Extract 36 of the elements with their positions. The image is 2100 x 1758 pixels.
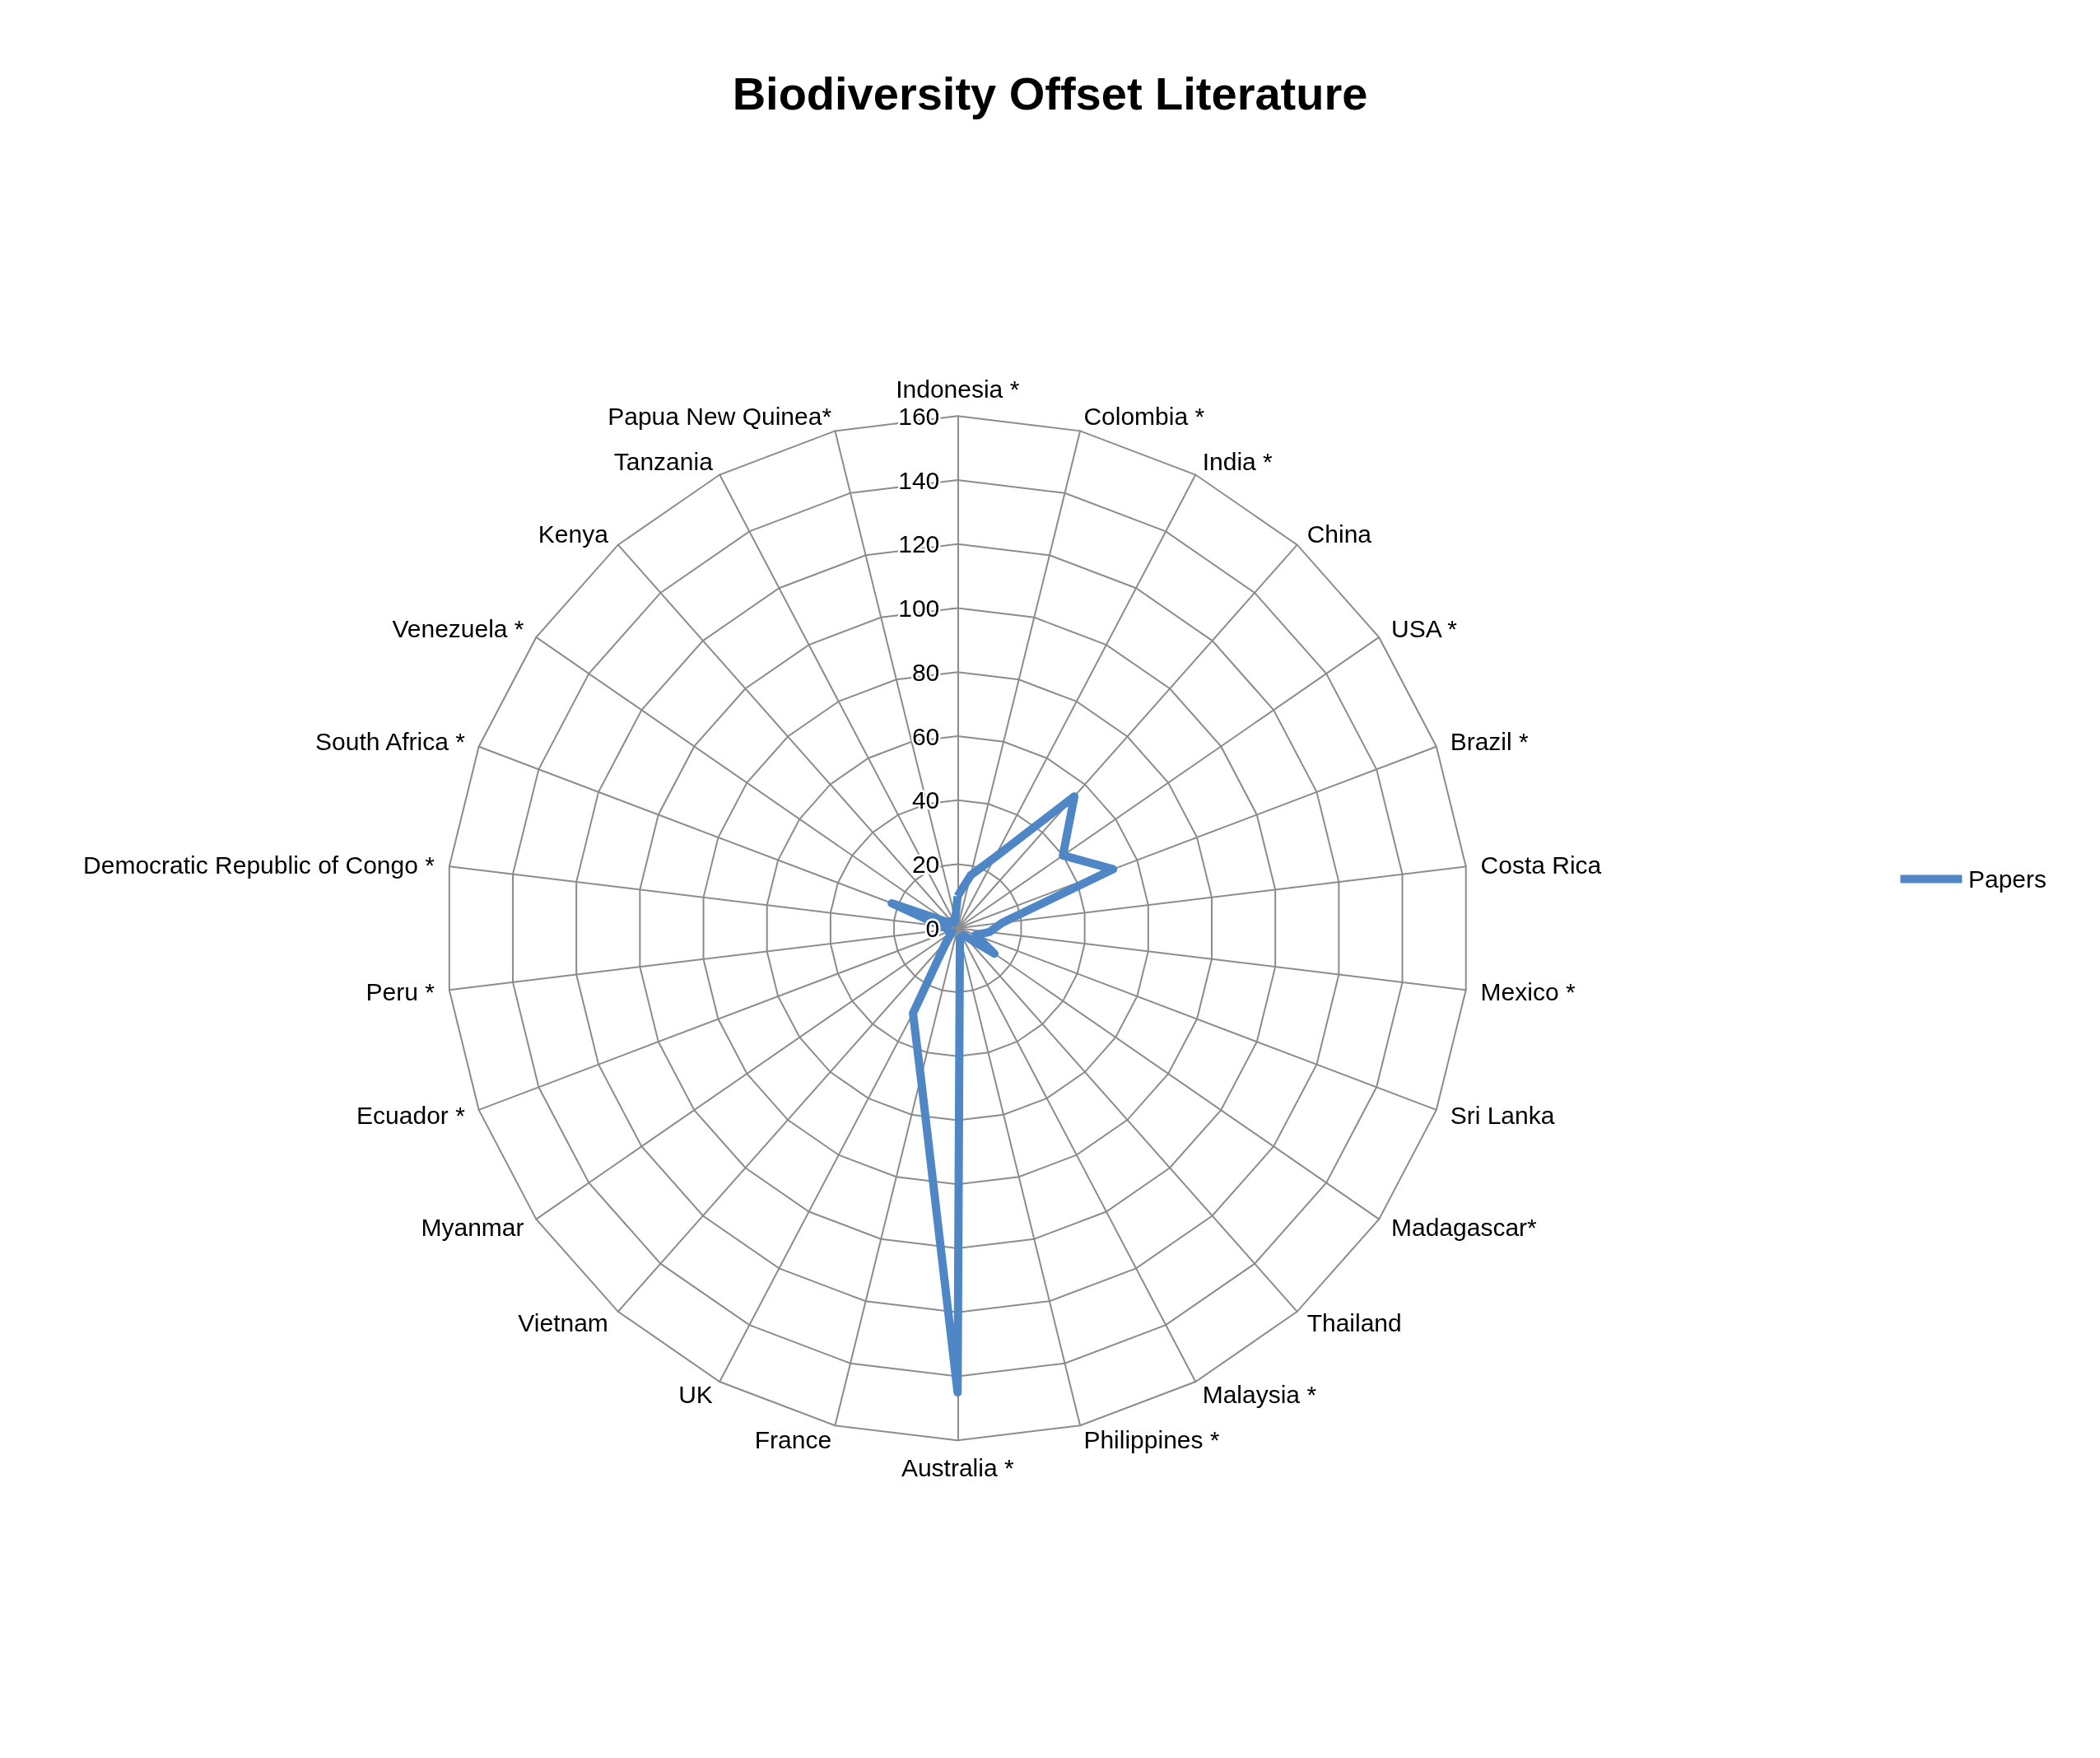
y-tick-label: 20 [911,851,940,879]
spoke-label: China [1306,520,1372,548]
spoke-label: Australia * [901,1453,1014,1481]
spoke-label: UK [678,1381,713,1409]
y-tick-label: 80 [911,658,940,686]
spoke-label: Costa Rica [1480,851,1602,879]
spoke-label: Philippines * [1083,1426,1220,1454]
spoke-label: Malaysia * [1202,1381,1317,1409]
spoke-label: Papua New Quinea* [608,403,832,431]
spoke-label: Ecuador * [356,1101,466,1129]
y-tick-label: 60 [911,722,940,750]
y-tick-label: 140 [898,466,940,494]
spoke-label: Colombia * [1083,403,1205,431]
y-tick-label: 40 [911,786,940,814]
legend-label: Papers [1967,865,2047,893]
spoke-label: Democratic Republic of Congo * [83,851,435,879]
spoke-label: South Africa * [315,727,466,755]
spoke-label: Vietnam [518,1308,608,1336]
spoke-label: India * [1202,448,1274,476]
spoke-label: Madagascar* [1390,1214,1538,1242]
spoke-label: Kenya [538,520,609,548]
spoke-label: Indonesia * [896,375,1020,403]
spoke-label: Myanmar [421,1214,524,1242]
spoke-label: Mexico * [1480,977,1576,1005]
spoke-label: Brazil * [1450,727,1530,755]
spoke-label: Thailand [1306,1308,1402,1336]
spoke-label: France [754,1426,832,1454]
spoke-label: Tanzania [613,448,714,476]
y-tick-label: 100 [898,595,940,623]
spoke-label: Venezuela * [392,615,524,643]
chart-title: Biodiversity Offset Literature [732,67,1368,119]
spoke-label: Peru * [366,977,435,1005]
spoke-label: Sri Lanka [1450,1101,1555,1129]
y-tick-label: 120 [898,530,940,558]
y-tick-label: 160 [898,402,940,430]
spoke-label: USA * [1390,615,1458,643]
